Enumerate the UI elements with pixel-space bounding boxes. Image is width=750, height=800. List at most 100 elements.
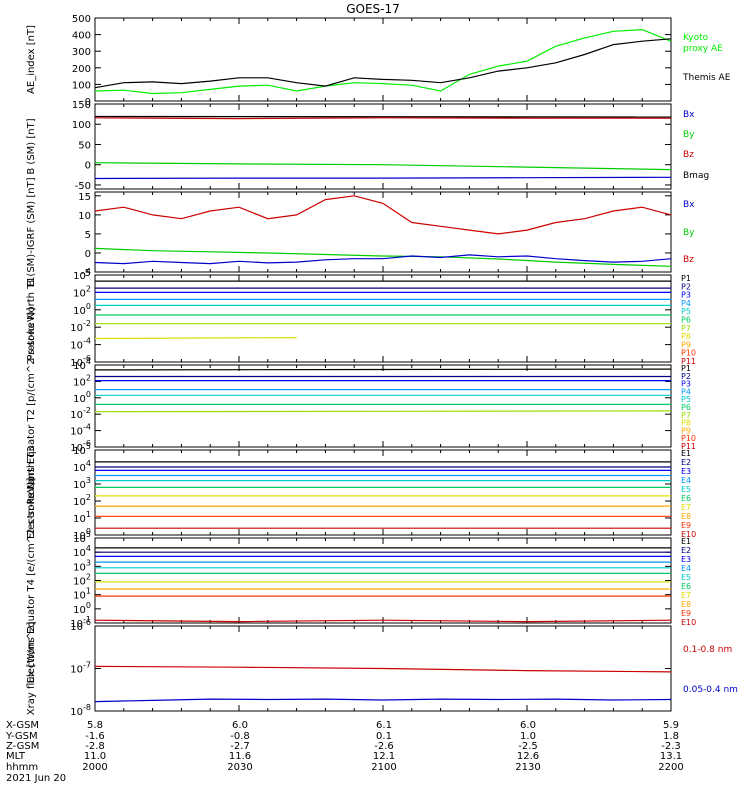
axis-row-label: MLT (6, 751, 26, 762)
legend-entry: P9 (681, 340, 691, 349)
legend-entry: P5 (681, 395, 691, 404)
legend-entry: E3 (681, 555, 691, 564)
series-line-0-1-0-8-nm (94, 665, 672, 673)
axis-row-value: 5.8 (87, 720, 103, 731)
axis-row-value: -2.5 (518, 741, 538, 752)
y-tick-label: 10 (78, 211, 91, 222)
legend-entry: P1 (681, 274, 691, 283)
series-line-by (94, 162, 672, 171)
legend-entry: Bz (683, 150, 694, 160)
legend-entry: E5 (681, 573, 691, 582)
y-tick-label: 10-8 (70, 703, 91, 718)
y-tick-label: 10-2 (70, 406, 91, 421)
axis-row-value: -2.8 (85, 741, 105, 752)
legend-entry: E6 (681, 494, 691, 503)
y-tick-label: 105 (73, 530, 91, 545)
y-tick-label: 100 (73, 601, 91, 616)
legend-entry: Bx (683, 110, 695, 120)
axis-row-value: 6.0 (232, 720, 248, 731)
y-tick-label: 102 (73, 284, 91, 299)
y-tick-label: 10-6 (70, 618, 91, 633)
y-tick-label: -5 (81, 268, 91, 279)
y-axis-label: AE_index [nT] (26, 25, 37, 94)
axis-row-value: 2200 (658, 762, 683, 773)
series-line-themis-ae (94, 38, 672, 89)
y-tick-label: 200 (72, 64, 91, 75)
legend-entry: Bx (683, 200, 695, 210)
y-tick-label: 10-2 (70, 319, 91, 334)
legend-entry: P6 (681, 403, 691, 412)
y-tick-label: 105 (73, 442, 91, 457)
y-tick-label: 101 (73, 587, 91, 602)
legend-entry: E3 (681, 467, 691, 476)
series-line-bx (94, 176, 672, 180)
legend-entry: E8 (681, 512, 691, 521)
y-tick-label: 104 (73, 357, 91, 372)
legend-entry: P8 (681, 419, 691, 428)
y-tick-label: 103 (73, 476, 91, 491)
legend-entry: 0.05-0.4 nm (683, 685, 738, 695)
legend-entry: P10 (681, 349, 696, 358)
axis-row-value: -2.3 (661, 741, 681, 752)
y-tick-label: 100 (72, 80, 91, 91)
legend-entry: E2 (681, 458, 691, 467)
legend-entry: Bz (683, 255, 694, 265)
y-tick-label: 100 (73, 302, 91, 317)
legend-entry: E4 (681, 564, 691, 573)
legend-entry: P7 (681, 324, 691, 333)
y-tick-label: 104 (73, 267, 91, 282)
y-tick-label: 300 (72, 47, 91, 58)
y-tick-label: 5 (85, 230, 91, 241)
axis-row-value: 6.0 (520, 720, 536, 731)
series-line-by (94, 247, 672, 267)
panel-2: 150 100 50 0 -50 B (SM) [nT] Bx By Bz Bmag (26, 100, 709, 192)
y-tick-label: 100 (73, 390, 91, 405)
legend-entry: 0.1-0.8 nm (683, 645, 732, 655)
panel-3: 15 10 5 0 -5 B (SM)-IGRF (SM) [nT] Bx By Bz (26, 177, 695, 286)
y-axis-label: Electrons North T3 (26, 446, 37, 539)
series-line-bz (94, 117, 671, 120)
y-tick-label: 104 (73, 459, 91, 474)
legend-entry: Themis AE (682, 73, 731, 83)
series-line-0-05-0-4-nm (94, 698, 672, 703)
legend-entry: E7 (681, 503, 691, 512)
legend-entry: proxy AE (683, 44, 723, 54)
legend-entry: E7 (681, 591, 691, 600)
panel-frame (94, 17, 672, 102)
y-tick-label: 10-4 (70, 423, 91, 438)
y-tick-label: 100 (73, 527, 91, 542)
legend-entry: P8 (681, 332, 691, 341)
legend-entry: E9 (681, 609, 691, 618)
axis-row-label: Z-GSM (6, 741, 39, 752)
panel-6: 105 104 103 102 101 100 Electrons North T3 E1E2… (26, 442, 696, 542)
legend-entry: E10 (681, 530, 696, 539)
axis-row-value: 2100 (371, 762, 396, 773)
axis-row-value: -2.7 (230, 741, 250, 752)
legend-entry: Kyoto (683, 33, 709, 43)
axis-row-value: 1.0 (520, 731, 536, 742)
y-tick-label: 400 (72, 31, 91, 42)
y-tick-label: 103 (73, 558, 91, 573)
panel-frame (94, 537, 672, 624)
legend-entry: P11 (681, 357, 696, 366)
y-tick-label: 50 (78, 140, 91, 151)
y-tick-label: 15 (78, 192, 91, 203)
series-line-bx (94, 254, 672, 265)
axis-row-value: 0.1 (376, 731, 392, 742)
y-tick-label: 150 (72, 100, 91, 111)
legend-entry: E4 (681, 476, 691, 485)
y-axis-label: B (SM) [nT] (26, 118, 37, 174)
legend-entry: By (683, 130, 695, 140)
axis-row-value: 2030 (227, 762, 252, 773)
y-axis-label: Electrons Equator T4 [e/(cm^2-s-sr-keV)] (26, 478, 37, 684)
axis-row-value: -0.8 (230, 731, 250, 742)
axis-table: X-GSM 5.8 6.0 6.1 6.0 5.9 Y-GSM -1.6 -0.8 0.1 1.0 1… (5, 720, 684, 784)
y-tick-label: 0 (85, 161, 91, 172)
y-tick-label: 102 (73, 573, 91, 588)
panel-8: 10-6 10-7 10-8 Xray flux [W/m^2] 0.1-0.8 nm 0… (26, 618, 738, 718)
legend-entry: E10 (681, 618, 696, 627)
legend-entry: P11 (681, 442, 696, 451)
